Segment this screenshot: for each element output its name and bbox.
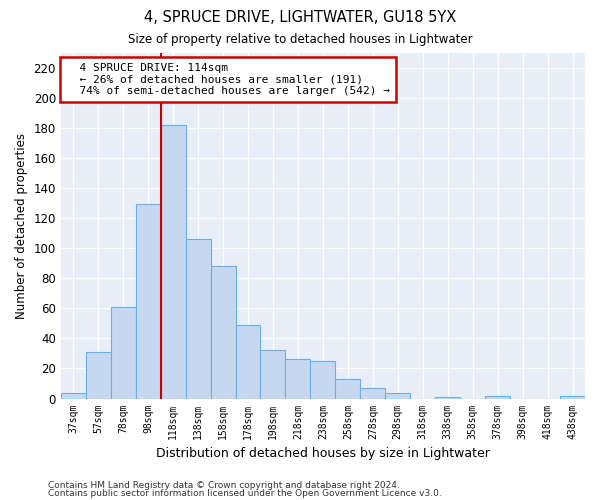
Text: Contains HM Land Registry data © Crown copyright and database right 2024.: Contains HM Land Registry data © Crown c…: [48, 480, 400, 490]
Bar: [361, 388, 385, 398]
Bar: [485, 396, 510, 398]
X-axis label: Distribution of detached houses by size in Lightwater: Distribution of detached houses by size …: [156, 447, 490, 460]
Text: 4 SPRUCE DRIVE: 114sqm
  ← 26% of detached houses are smaller (191)
  74% of sem: 4 SPRUCE DRIVE: 114sqm ← 26% of detached…: [66, 63, 390, 96]
Bar: [211, 266, 236, 398]
Text: Size of property relative to detached houses in Lightwater: Size of property relative to detached ho…: [128, 32, 472, 46]
Bar: [136, 204, 161, 398]
Bar: [185, 239, 211, 398]
Bar: [310, 361, 335, 399]
Bar: [236, 325, 260, 398]
Bar: [86, 352, 111, 399]
Bar: [61, 392, 86, 398]
Bar: [111, 307, 136, 398]
Text: 4, SPRUCE DRIVE, LIGHTWATER, GU18 5YX: 4, SPRUCE DRIVE, LIGHTWATER, GU18 5YX: [144, 10, 456, 25]
Text: Contains public sector information licensed under the Open Government Licence v3: Contains public sector information licen…: [48, 489, 442, 498]
Bar: [435, 397, 460, 398]
Bar: [385, 392, 410, 398]
Bar: [161, 124, 185, 398]
Bar: [560, 396, 585, 398]
Bar: [260, 350, 286, 399]
Y-axis label: Number of detached properties: Number of detached properties: [15, 132, 28, 318]
Bar: [335, 379, 361, 398]
Bar: [286, 360, 310, 399]
